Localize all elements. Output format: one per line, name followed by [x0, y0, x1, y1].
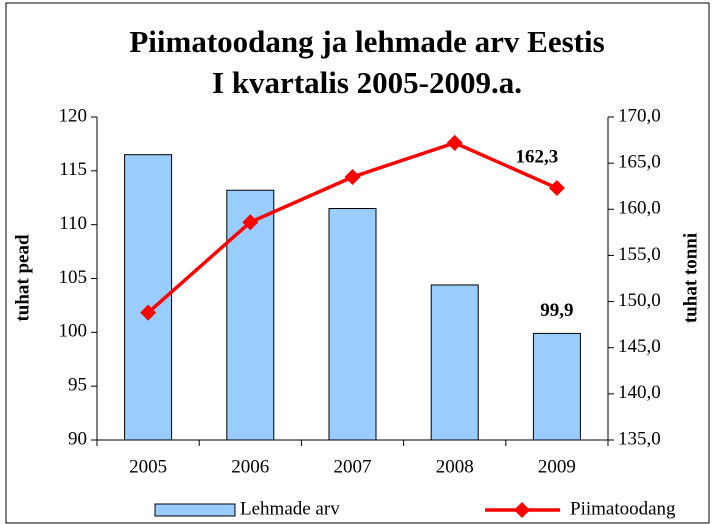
marker: [140, 304, 157, 321]
x-tick-label: 2005: [129, 456, 167, 477]
marker: [548, 180, 565, 197]
x-tick-label: 2009: [538, 456, 576, 477]
y-tick-label: 90: [68, 428, 87, 449]
bar: [430, 284, 479, 441]
bar: [226, 189, 275, 441]
bar: [328, 208, 377, 441]
y2-tick-label: 150,0: [618, 290, 661, 311]
y-axis-label: tuhat pead: [12, 234, 33, 322]
y2-tick-label: 145,0: [618, 336, 661, 357]
bar: [532, 332, 581, 441]
marker: [242, 214, 259, 231]
chart-title: I kvartalis 2005-2009.a.: [212, 65, 522, 100]
legend-marker: [514, 502, 530, 518]
legend-label: Piimatoodang: [570, 498, 676, 519]
data-label: 162,3: [516, 146, 559, 167]
y2-tick-label: 155,0: [618, 244, 661, 265]
y2-axis-label: tuhat tonni: [680, 233, 701, 323]
y2-tick-label: 160,0: [618, 198, 661, 219]
y-tick-label: 115: [59, 159, 87, 180]
y-tick-label: 120: [59, 105, 88, 126]
y-tick-label: 110: [59, 213, 87, 234]
marker: [446, 134, 463, 151]
y-tick-label: 105: [59, 267, 88, 288]
chart-title: Piimatoodang ja lehmade arv Eestis: [129, 24, 604, 59]
y-tick-label: 95: [68, 375, 87, 396]
x-tick-label: 2008: [436, 456, 474, 477]
legend-swatch: [154, 503, 236, 517]
y2-tick-label: 135,0: [618, 428, 661, 449]
data-label: 99,9: [540, 300, 573, 321]
y2-tick-label: 170,0: [618, 105, 661, 126]
y2-tick-label: 165,0: [618, 152, 661, 173]
y2-tick-label: 140,0: [618, 382, 661, 403]
legend-label: Lehmade arv: [240, 498, 340, 519]
x-tick-label: 2006: [231, 456, 269, 477]
marker: [344, 168, 361, 185]
y-tick-label: 100: [59, 321, 88, 342]
x-tick-label: 2007: [334, 456, 372, 477]
